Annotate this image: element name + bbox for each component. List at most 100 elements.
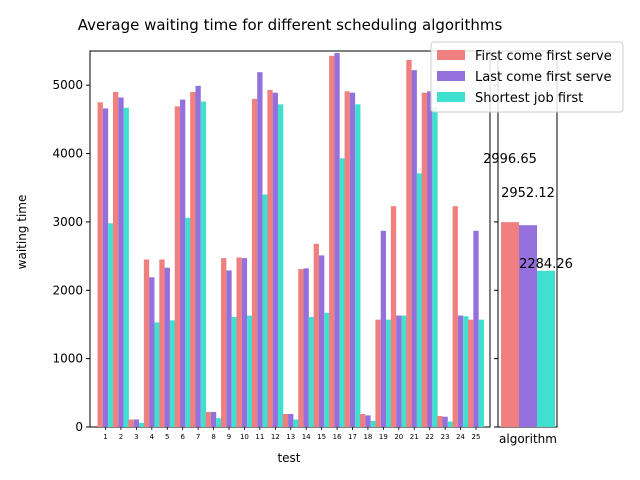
bar-sjf-test-15 bbox=[324, 312, 330, 427]
bar-fcfs-test-5 bbox=[159, 259, 165, 427]
bar-fcfs-test-10 bbox=[236, 257, 242, 427]
x-tick-label: 19 bbox=[379, 433, 388, 441]
bar-lcfs-test-9 bbox=[226, 270, 232, 427]
bar-lcfs-test-10 bbox=[241, 258, 248, 427]
bar-lcfs-test-25 bbox=[473, 230, 479, 427]
x-tick-label: 4 bbox=[150, 433, 155, 441]
x-tick-label: 10 bbox=[240, 433, 249, 441]
x-tick-label: 7 bbox=[196, 433, 200, 441]
x-tick-label: 8 bbox=[211, 433, 215, 441]
bar-lcfs-test-11 bbox=[257, 72, 263, 428]
bar-fcfs-test-25 bbox=[468, 319, 474, 427]
bar-fcfs-test-13 bbox=[282, 414, 289, 427]
bar-lcfs-test-22 bbox=[427, 91, 433, 428]
bar-sjf-test-24 bbox=[463, 316, 469, 427]
x-tick-label: 15 bbox=[317, 433, 326, 441]
bar-sjf-test-25 bbox=[478, 319, 484, 427]
bar-lcfs-test-15 bbox=[318, 255, 325, 427]
bar-fcfs-test-12 bbox=[267, 89, 273, 427]
bar-lcfs-test-19 bbox=[380, 230, 387, 427]
bar-sjf-test-8 bbox=[216, 418, 222, 427]
bar-lcfs-test-2 bbox=[118, 97, 124, 427]
x-tick-label: 5 bbox=[165, 433, 169, 441]
bar-lcfs-test-14 bbox=[303, 268, 309, 427]
bar-lcfs-test-1 bbox=[102, 108, 109, 428]
x-tick-label: 22 bbox=[425, 433, 434, 441]
legend-swatch bbox=[437, 92, 465, 102]
bar-sjf-test-22 bbox=[432, 107, 438, 427]
bar-sjf-test-14 bbox=[308, 316, 315, 427]
summary-plot: 2996.65 2952.12 2284.26 bbox=[483, 50, 573, 428]
bar-sjf-test-18 bbox=[370, 420, 376, 427]
summary-data-label: 2952.12 bbox=[501, 186, 555, 201]
bar-sjf-test-6 bbox=[185, 217, 191, 427]
x-tick-label: 20 bbox=[394, 433, 403, 441]
bar-fcfs-test-14 bbox=[298, 269, 304, 427]
x-tick-label: 12 bbox=[271, 433, 280, 441]
bar-sjf-test-12 bbox=[277, 104, 284, 427]
y-axis-label: waiting time bbox=[15, 195, 29, 270]
bar-fcfs-test-17 bbox=[344, 91, 350, 428]
bar-fcfs-test-18 bbox=[359, 414, 366, 427]
bar-sjf-test-19 bbox=[386, 319, 392, 427]
bar-fcfs-test-16 bbox=[329, 55, 335, 427]
bar-sjf-test-4 bbox=[154, 322, 160, 427]
bar-lcfs-test-12 bbox=[272, 92, 278, 428]
bar-sjf-test-21 bbox=[416, 173, 423, 427]
bar-fcfs-test-6 bbox=[174, 106, 181, 427]
legend-box bbox=[430, 41, 624, 113]
x-tick-label: 21 bbox=[410, 433, 419, 441]
summary-data-label: 2284.26 bbox=[519, 257, 573, 272]
y-tick-label: 1000 bbox=[52, 352, 83, 366]
bar-lcfs-test-13 bbox=[288, 414, 294, 427]
bar-sjf-test-11 bbox=[262, 194, 268, 427]
bar-fcfs-test-20 bbox=[390, 206, 397, 427]
legend: First come first serve Last come first se… bbox=[430, 41, 624, 113]
summary-data-label: 2996.65 bbox=[483, 152, 537, 167]
chart-title: Average waiting time for different sched… bbox=[78, 16, 503, 34]
bar-sjf-test-7 bbox=[200, 101, 207, 428]
x-tick-label: 14 bbox=[302, 433, 311, 441]
x-tick-label: 23 bbox=[441, 433, 450, 441]
bar-lcfs-test-20 bbox=[396, 315, 402, 427]
bar-fcfs-test-4 bbox=[143, 259, 150, 427]
x-tick-label: 6 bbox=[180, 433, 185, 441]
bar-lcfs-test-18 bbox=[365, 415, 371, 427]
bar-lcfs-test-6 bbox=[180, 99, 186, 428]
bar-lcfs-test-16 bbox=[334, 53, 340, 428]
bar-fcfs-test-21 bbox=[406, 59, 412, 428]
bar-sjf-test-16 bbox=[339, 158, 346, 427]
x-tick-label: 24 bbox=[456, 433, 465, 441]
bar-sjf-test-13 bbox=[293, 419, 299, 427]
x-tick-label: 9 bbox=[227, 433, 231, 441]
bar-sjf-test-3 bbox=[139, 422, 145, 427]
y-tick-label: 3000 bbox=[52, 215, 83, 229]
bar-sjf-test-2 bbox=[123, 107, 129, 427]
bar-lcfs-test-3 bbox=[133, 419, 140, 427]
x-tick-label: 2 bbox=[119, 433, 123, 441]
x-tick-label: 13 bbox=[286, 433, 295, 441]
bar-lcfs-test-23 bbox=[442, 416, 448, 427]
bar-sjf-test-5 bbox=[169, 320, 176, 427]
legend-swatch bbox=[437, 71, 465, 81]
x-tick-label: 1 bbox=[103, 433, 107, 441]
bar-sjf-test-1 bbox=[108, 223, 114, 427]
x-tick-label: 25 bbox=[472, 433, 481, 441]
bar-fcfs-test-9 bbox=[221, 258, 227, 427]
legend-label: First come first serve bbox=[475, 49, 612, 64]
bar-fcfs-test-8 bbox=[205, 411, 211, 427]
summary-bar-sjf bbox=[537, 270, 555, 427]
bar-sjf-test-17 bbox=[355, 104, 361, 427]
x-tick-label: 18 bbox=[363, 433, 372, 441]
bar-fcfs-test-15 bbox=[313, 243, 319, 427]
x-tick-label: 11 bbox=[255, 433, 264, 441]
bar-lcfs-test-5 bbox=[164, 267, 170, 427]
summary-x-axis-label: algorithm bbox=[499, 432, 557, 446]
bar-fcfs-test-24 bbox=[452, 206, 458, 427]
legend-swatch bbox=[437, 50, 465, 60]
bar-fcfs-test-7 bbox=[190, 92, 196, 427]
x-tick-label: 17 bbox=[348, 433, 357, 441]
summary-bar-lcfs bbox=[519, 225, 537, 427]
x-tick-label: 16 bbox=[333, 433, 342, 441]
